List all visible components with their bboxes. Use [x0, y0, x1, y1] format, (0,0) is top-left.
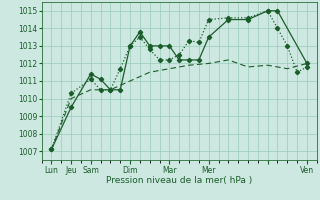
X-axis label: Pression niveau de la mer( hPa ): Pression niveau de la mer( hPa ): [106, 176, 252, 185]
